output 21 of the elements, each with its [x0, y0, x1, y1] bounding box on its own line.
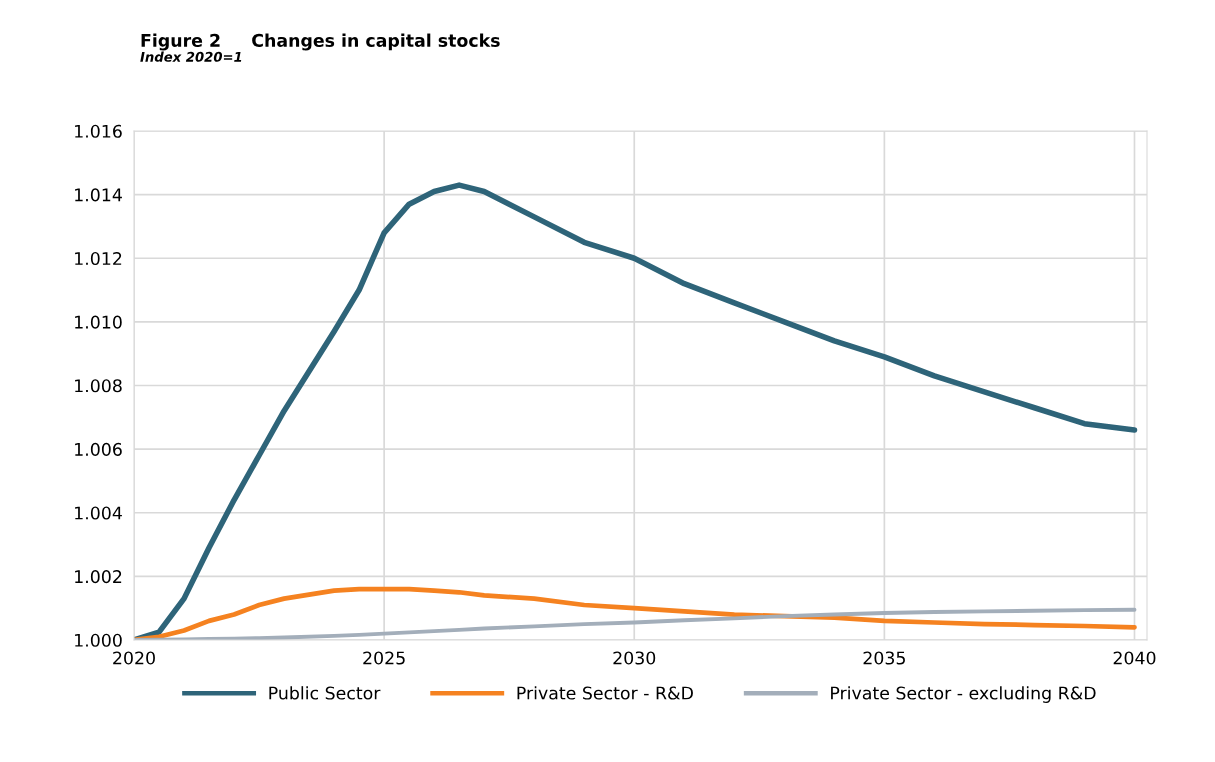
y-tick-label: 1.010: [75, 315, 122, 329]
legend-label: Private Sector - R&D: [517, 686, 693, 700]
y-tick-label: 1.016: [75, 124, 122, 138]
y-tick-label: 1.008: [75, 379, 122, 393]
y-tick-label: 1.012: [75, 251, 122, 266]
x-tick-label: 2035: [863, 651, 905, 665]
chart-title: Figure 2 Changes in capital stocks: [141, 33, 500, 51]
line-series: [134, 607, 1137, 640]
y-tick-label: 1.002: [75, 570, 122, 584]
y-tick-label: 1.000: [75, 633, 122, 647]
y-tick-label: 1.006: [75, 442, 122, 456]
x-tick-label: 2030: [613, 651, 656, 665]
legend-label: Private Sector - excluding R&D: [831, 686, 1096, 703]
line-series: [134, 586, 1137, 640]
x-tick-label: 2020: [113, 651, 155, 665]
x-tick-label: 2025: [363, 651, 405, 665]
y-tick-label: 1.014: [75, 188, 122, 202]
x-tick-label: 2040: [1113, 651, 1156, 665]
legend-label: Public Sector: [269, 686, 381, 700]
chart-subtitle: Index 2020=1: [140, 51, 242, 62]
y-tick-label: 1.004: [75, 506, 122, 520]
